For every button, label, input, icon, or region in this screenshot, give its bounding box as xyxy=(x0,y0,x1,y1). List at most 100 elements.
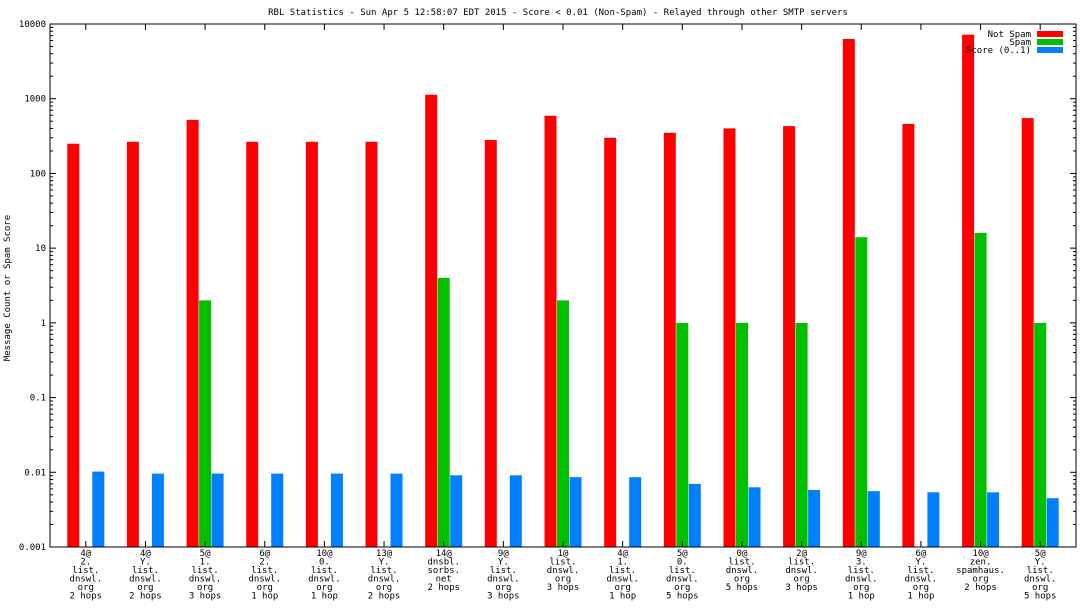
x-tick-label: org xyxy=(674,583,690,593)
bar-spam xyxy=(795,322,808,547)
x-tick-label: 2 hops xyxy=(129,592,162,602)
legend-label: Score (0..1) xyxy=(966,46,1031,56)
x-tick-label: dnswl. xyxy=(785,566,818,576)
x-tick-label: Y. xyxy=(1035,558,1046,568)
bars xyxy=(67,34,1059,548)
x-tick-label: 5@ xyxy=(1035,549,1046,559)
x-tick-label: 4@ xyxy=(140,549,151,559)
x-tick-label: org xyxy=(972,575,988,585)
x-tick-label: org xyxy=(615,583,631,593)
bar-not-spam xyxy=(246,141,259,548)
x-tick-label: list. xyxy=(907,566,934,576)
x-tick-label: list. xyxy=(788,558,815,568)
x-tick-label: list. xyxy=(192,566,219,576)
x-tick-label: 1. xyxy=(200,558,211,568)
x-tick-label: 2. xyxy=(259,558,270,568)
x-tick-label: 5@ xyxy=(200,549,211,559)
bar-score-0-1 xyxy=(629,477,642,547)
x-tick-label: org xyxy=(793,575,809,585)
x-tick-label: org xyxy=(137,583,153,593)
bar-score-0-1 xyxy=(450,475,463,547)
x-tick-label: dnswl. xyxy=(1024,575,1057,585)
x-tick-label: 0. xyxy=(677,558,688,568)
bar-score-0-1 xyxy=(1046,498,1059,547)
bar-spam xyxy=(676,322,689,547)
x-tick-label: org xyxy=(257,583,273,593)
bar-score-0-1 xyxy=(927,492,940,547)
x-tick-label: 1 hop xyxy=(609,592,636,602)
x-tick-label: 2@ xyxy=(796,549,807,559)
x-tick-label: 3 hops xyxy=(785,583,818,593)
legend-swatch xyxy=(1037,39,1063,45)
x-tick-label: dnswl. xyxy=(606,575,639,585)
bar-score-0-1 xyxy=(271,473,284,547)
y-tick-label: 10000 xyxy=(19,20,46,30)
y-tick-label: 10 xyxy=(35,244,46,254)
x-tick-label: 3 hops xyxy=(487,592,520,602)
bar-not-spam xyxy=(663,132,676,548)
bar-score-0-1 xyxy=(330,473,343,547)
x-tick-label: org xyxy=(913,583,929,593)
x-tick-label: 0@ xyxy=(737,549,748,559)
bar-score-0-1 xyxy=(509,475,522,547)
x-tick-label: 2 hops xyxy=(70,592,103,602)
x-tick-label: org xyxy=(1032,583,1048,593)
bar-score-0-1 xyxy=(211,473,224,547)
x-tick-label: 1 hop xyxy=(907,592,934,602)
x-tick-label: Y. xyxy=(498,558,509,568)
bar-spam xyxy=(1034,322,1047,547)
bar-not-spam xyxy=(723,128,736,547)
x-tick-label: dnswl. xyxy=(487,575,520,585)
x-tick-label: dnswl. xyxy=(129,575,162,585)
x-tick-label: zen. xyxy=(970,558,992,568)
x-tick-label: 6@ xyxy=(915,549,926,559)
x-tick-label: org xyxy=(495,583,511,593)
x-tick-label: dnswl. xyxy=(547,566,580,576)
legend-swatch xyxy=(1037,47,1063,53)
x-tick-label: 5 hops xyxy=(726,583,759,593)
x-tick-label: list. xyxy=(132,566,159,576)
bar-not-spam xyxy=(305,141,318,548)
bar-not-spam xyxy=(425,94,438,547)
x-tick-label: list. xyxy=(370,566,397,576)
x-tick-label: 2 hops xyxy=(368,592,401,602)
x-tick-label: 9@ xyxy=(498,549,509,559)
x-tick-label: org xyxy=(316,583,332,593)
bar-not-spam xyxy=(842,39,855,547)
bar-score-0-1 xyxy=(987,492,1000,547)
x-tick-label: org xyxy=(853,583,869,593)
x-tick-label: dnswl. xyxy=(905,575,938,585)
x-tick-label: 1 hop xyxy=(251,592,278,602)
bar-spam xyxy=(736,322,748,547)
x-tick-label: Y. xyxy=(140,558,151,568)
y-tick-label: 100 xyxy=(30,169,46,179)
bar-score-0-1 xyxy=(808,490,821,547)
x-tick-label: 3 hops xyxy=(189,592,222,602)
x-tick-label: list. xyxy=(728,558,755,568)
x-tick-label: 10@ xyxy=(316,549,333,559)
x-tick-label: 5 hops xyxy=(1024,592,1057,602)
x-tick-label: Y. xyxy=(915,558,926,568)
x-tick-label: 6@ xyxy=(259,549,270,559)
x-tick-label: 3 hops xyxy=(547,583,580,593)
x-tick-label: org xyxy=(376,583,392,593)
legend-label: Spam xyxy=(1009,38,1031,48)
bar-not-spam xyxy=(365,141,378,548)
x-tick-label: 1 hop xyxy=(848,592,875,602)
bar-spam xyxy=(437,277,450,547)
x-tick-label: list. xyxy=(490,566,517,576)
x-tick-label: sorbs. xyxy=(427,566,460,576)
x-tick-label: 4@ xyxy=(617,549,628,559)
x-tick-label: list. xyxy=(609,566,636,576)
x-tick-label: dnswl. xyxy=(189,575,222,585)
x-tick-label: dnswl. xyxy=(845,575,878,585)
bar-score-0-1 xyxy=(569,477,582,547)
x-tick-label: list. xyxy=(848,566,875,576)
y-tick-label: 0.1 xyxy=(30,394,46,404)
x-tick-label: 2. xyxy=(80,558,91,568)
x-tick-label: list. xyxy=(72,566,99,576)
x-tick-label: 3. xyxy=(856,558,867,568)
x-tick-label: 5@ xyxy=(677,549,688,559)
